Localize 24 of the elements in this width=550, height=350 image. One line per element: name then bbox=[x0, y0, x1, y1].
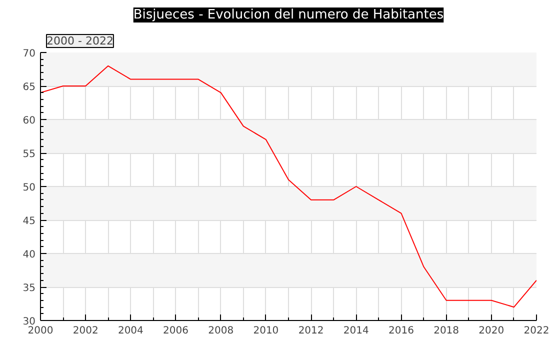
x-tick-label: 2020 bbox=[478, 326, 504, 336]
y-tick-label: 50 bbox=[22, 182, 36, 194]
y-tick-label: 60 bbox=[22, 116, 36, 126]
x-tick-label: 2012 bbox=[298, 326, 324, 336]
x-tick-label: 2002 bbox=[72, 326, 98, 336]
y-tick-label: 35 bbox=[22, 283, 36, 294]
y-tick-label: 65 bbox=[22, 82, 36, 93]
x-tick-label: 2018 bbox=[434, 326, 460, 336]
line-series bbox=[40, 65, 536, 308]
x-tick-label: 2016 bbox=[388, 326, 414, 336]
x-tick-label: 2010 bbox=[253, 326, 279, 336]
y-tick-label: 45 bbox=[22, 216, 36, 227]
x-tick-label: 2004 bbox=[118, 326, 144, 336]
x-tick-label: 2006 bbox=[163, 326, 188, 336]
y-tick-label: 40 bbox=[22, 250, 36, 260]
x-tick-label: 2022 bbox=[524, 326, 550, 336]
y-tick-label: 55 bbox=[22, 149, 36, 160]
y-tick-label: 70 bbox=[22, 48, 36, 60]
x-tick-label: 2014 bbox=[343, 326, 369, 336]
y-tick-label: 30 bbox=[22, 316, 36, 328]
chart-subtitle: 2000 - 2022 bbox=[46, 34, 114, 48]
chart-title: Bisjueces - Evolucion del numero de Habitantes bbox=[133, 8, 444, 22]
x-tick-label: 2000 bbox=[28, 326, 54, 336]
x-tick-label: 2008 bbox=[208, 326, 234, 336]
